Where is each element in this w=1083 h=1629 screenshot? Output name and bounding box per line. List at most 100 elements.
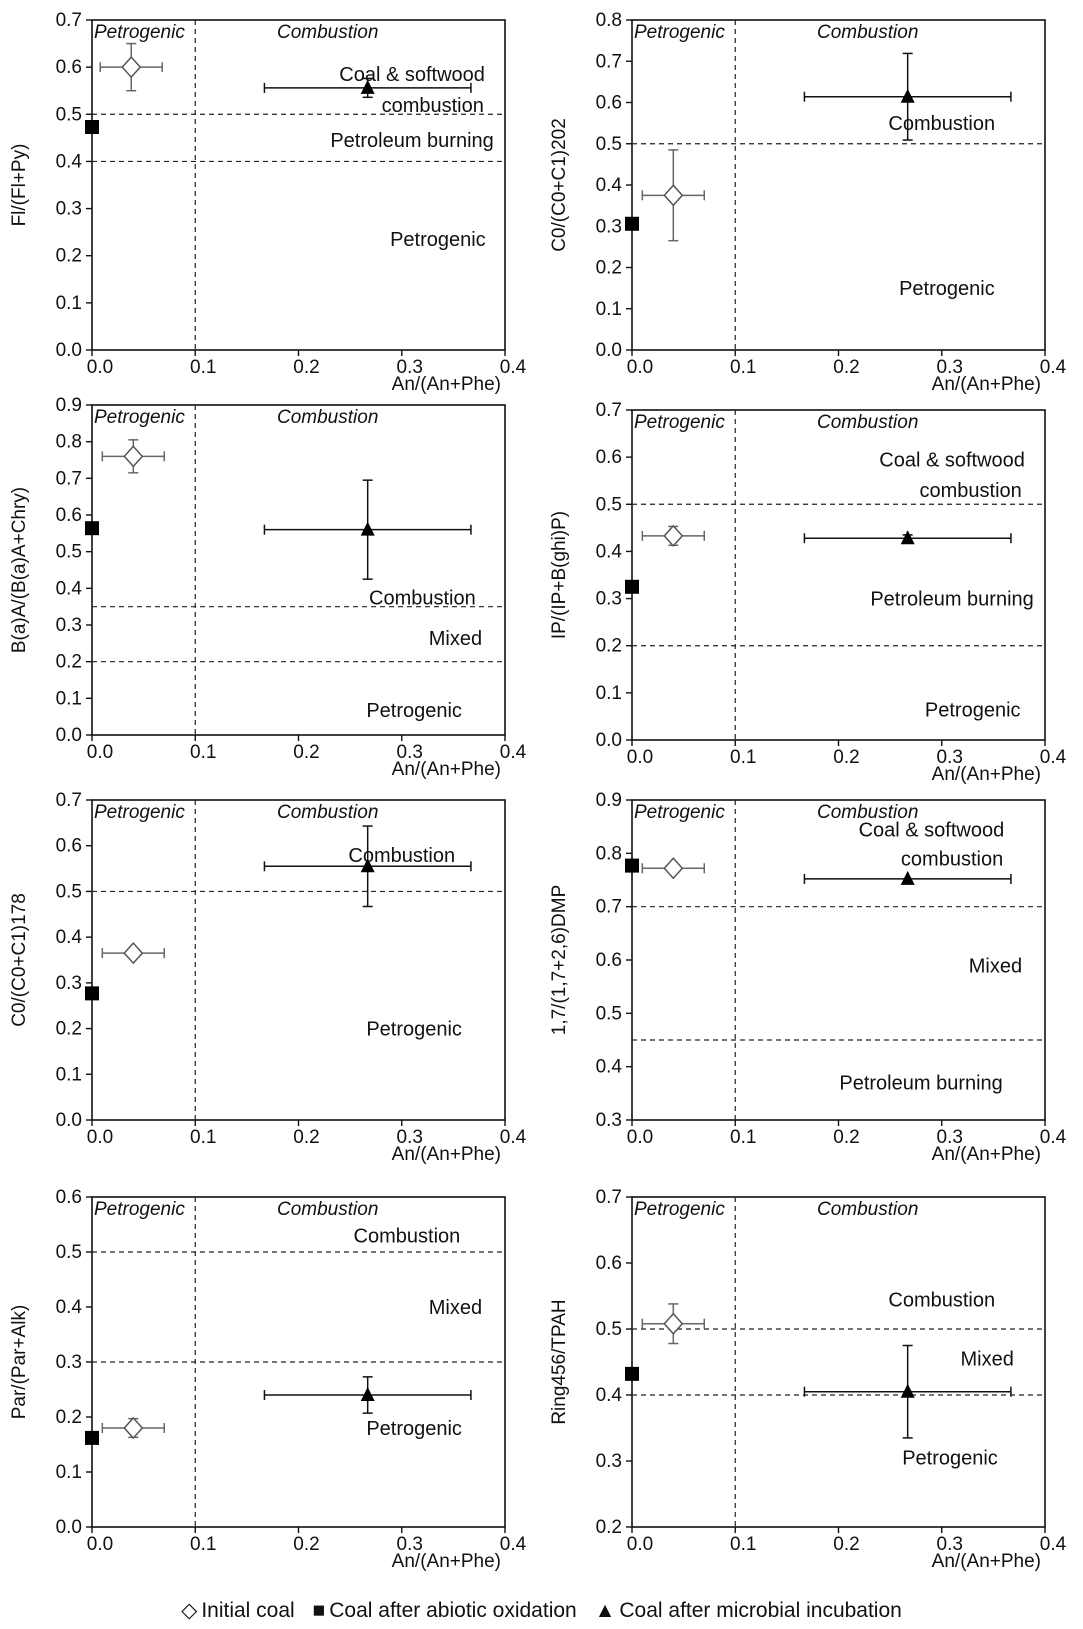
y-tick-label: 0.3 xyxy=(56,615,82,636)
y-tick-label: 0.4 xyxy=(56,1297,83,1318)
y-tick-label: 0.0 xyxy=(596,730,622,751)
data-point-abiotic-oxidation xyxy=(625,1366,639,1381)
y-tick-label: 0.5 xyxy=(56,1242,82,1263)
region-label: combustion xyxy=(382,95,484,117)
x-tick-label: 0.0 xyxy=(627,747,653,768)
region-label: Coal & softwood xyxy=(879,450,1025,472)
y-tick-label: 0.6 xyxy=(596,950,622,971)
x-tick-label: 0.4 xyxy=(500,1534,527,1555)
legend-item-microbial-incubation: ▲ Coal after microbial incubation xyxy=(595,1599,902,1623)
y-tick-label: 0.1 xyxy=(596,299,622,320)
x-axis-title: An/(An+Phe) xyxy=(392,1144,501,1165)
x-axis-title: An/(An+Phe) xyxy=(392,374,501,395)
y-tick-label: 0.6 xyxy=(596,93,622,114)
y-tick-label: 0.5 xyxy=(56,542,82,563)
y-tick-label: 0.3 xyxy=(56,973,82,994)
x-tick-label: 0.1 xyxy=(730,357,756,378)
x-tick-label: 0.3 xyxy=(937,1534,963,1555)
x-tick-label: 0.3 xyxy=(397,1127,423,1148)
region-label: Mixed xyxy=(969,955,1022,977)
x-tick-label: 0.4 xyxy=(500,1127,527,1148)
legend-label: Coal after abiotic oxidation xyxy=(329,1599,577,1622)
region-label: Mixed xyxy=(429,1297,482,1319)
y-tick-label: 0.6 xyxy=(596,447,622,468)
y-tick-label: 0.4 xyxy=(56,151,83,172)
chart-panel: 0.20.30.40.50.60.70.0 0.1 0.2 0.3 0.4An/(An+… xyxy=(549,1187,1067,1572)
y-tick-label: 0.0 xyxy=(56,725,82,746)
data-point-microbial-incubation xyxy=(900,88,915,103)
x-tick-label: 0.0 xyxy=(87,357,113,378)
x-axis-title: An/(An+Phe) xyxy=(932,764,1041,785)
data-point-microbial-incubation xyxy=(900,1383,915,1398)
x-tick-label: 0.2 xyxy=(293,1127,319,1148)
plot-frame xyxy=(91,404,506,736)
header-label-petrogenic: Petrogenic xyxy=(634,802,725,823)
y-axis-title: 1,7/(1,7+2,6)DMP xyxy=(549,885,570,1036)
data-point-microbial-incubation xyxy=(360,858,375,873)
x-tick-label: 0.2 xyxy=(833,1534,859,1555)
y-tick-label: 0.3 xyxy=(56,1352,82,1373)
region-label: Mixed xyxy=(429,628,482,650)
y-tick-label: 0.0 xyxy=(56,1517,82,1538)
region-label: Combustion xyxy=(354,1226,461,1248)
header-label-petrogenic: Petrogenic xyxy=(634,412,725,433)
data-point-microbial-incubation xyxy=(360,1387,375,1401)
x-axis-title: An/(An+Phe) xyxy=(392,759,501,780)
y-tick-label: 0.5 xyxy=(596,1003,622,1024)
x-tick-label: 0.3 xyxy=(397,742,423,763)
y-tick-label: 0.7 xyxy=(596,897,622,918)
y-tick-label: 0.8 xyxy=(596,10,622,31)
y-tick-label: 0.2 xyxy=(596,1517,622,1538)
data-point-abiotic-oxidation xyxy=(625,579,639,594)
x-tick-label: 0.0 xyxy=(627,357,653,378)
x-tick-label: 0.3 xyxy=(937,747,963,768)
header-label-combustion: Combustion xyxy=(277,22,378,43)
y-axis-title: IP/(IP+B(ghi)P) xyxy=(549,511,570,639)
y-axis-title: B(a)A/(B(a)A+Chry) xyxy=(9,487,30,653)
x-tick-label: 0.0 xyxy=(87,742,113,763)
x-tick-label: 0.2 xyxy=(293,742,319,763)
data-point-microbial-incubation xyxy=(900,870,915,885)
y-tick-label: 0.0 xyxy=(56,1110,82,1131)
x-tick-label: 0.4 xyxy=(1040,357,1067,378)
y-tick-label: 0.2 xyxy=(56,652,82,673)
x-tick-label: 0.2 xyxy=(833,1127,859,1148)
y-tick-label: 0.6 xyxy=(56,57,82,78)
region-label: Coal & softwood xyxy=(339,64,485,86)
chart-panel: 0.00.10.20.30.40.50.60.0 0.1 0.2 0.3 0.4An/(… xyxy=(9,1187,527,1572)
region-label: Combustion xyxy=(369,588,476,610)
open-diamond-icon: ◇ xyxy=(181,1599,198,1622)
y-tick-label: 0.1 xyxy=(56,1064,82,1085)
region-label: Petrogenic xyxy=(899,278,995,300)
header-label-combustion: Combustion xyxy=(817,1199,918,1220)
x-axis-title: An/(An+Phe) xyxy=(392,1551,501,1572)
y-tick-label: 0.5 xyxy=(56,881,82,902)
y-tick-label: 0.0 xyxy=(596,340,622,361)
y-tick-label: 0.7 xyxy=(596,1187,622,1208)
data-point-abiotic-oxidation xyxy=(625,216,639,231)
region-label: Petroleum burning xyxy=(870,589,1033,611)
y-tick-label: 0.9 xyxy=(596,790,622,811)
y-tick-label: 0.2 xyxy=(596,258,622,279)
legend-item-initial-coal: ◇ Initial coal xyxy=(181,1598,295,1623)
legend-label: Initial coal xyxy=(201,1599,295,1622)
y-tick-label: 0.4 xyxy=(56,578,83,599)
data-point-initial-coal xyxy=(121,56,142,79)
x-tick-label: 0.0 xyxy=(627,1534,653,1555)
y-tick-label: 0.6 xyxy=(56,836,82,857)
x-tick-label: 0.4 xyxy=(1040,1127,1067,1148)
x-tick-label: 0.3 xyxy=(397,1534,423,1555)
y-tick-label: 0.3 xyxy=(596,216,622,237)
region-label: Petroleum burning xyxy=(839,1073,1002,1095)
x-tick-label: 0.1 xyxy=(190,357,216,378)
y-tick-label: 0.5 xyxy=(596,1319,622,1340)
y-tick-label: 0.7 xyxy=(596,51,622,72)
x-tick-label: 0.3 xyxy=(397,357,423,378)
y-axis-title: C0/(C0+C1)178 xyxy=(9,893,30,1027)
x-tick-label: 0.4 xyxy=(500,742,527,763)
region-label: combustion xyxy=(920,480,1022,502)
x-tick-label: 0.4 xyxy=(1040,1534,1067,1555)
y-axis-title: Ring456/TPAH xyxy=(549,1299,570,1424)
data-point-abiotic-oxidation xyxy=(85,1430,99,1445)
